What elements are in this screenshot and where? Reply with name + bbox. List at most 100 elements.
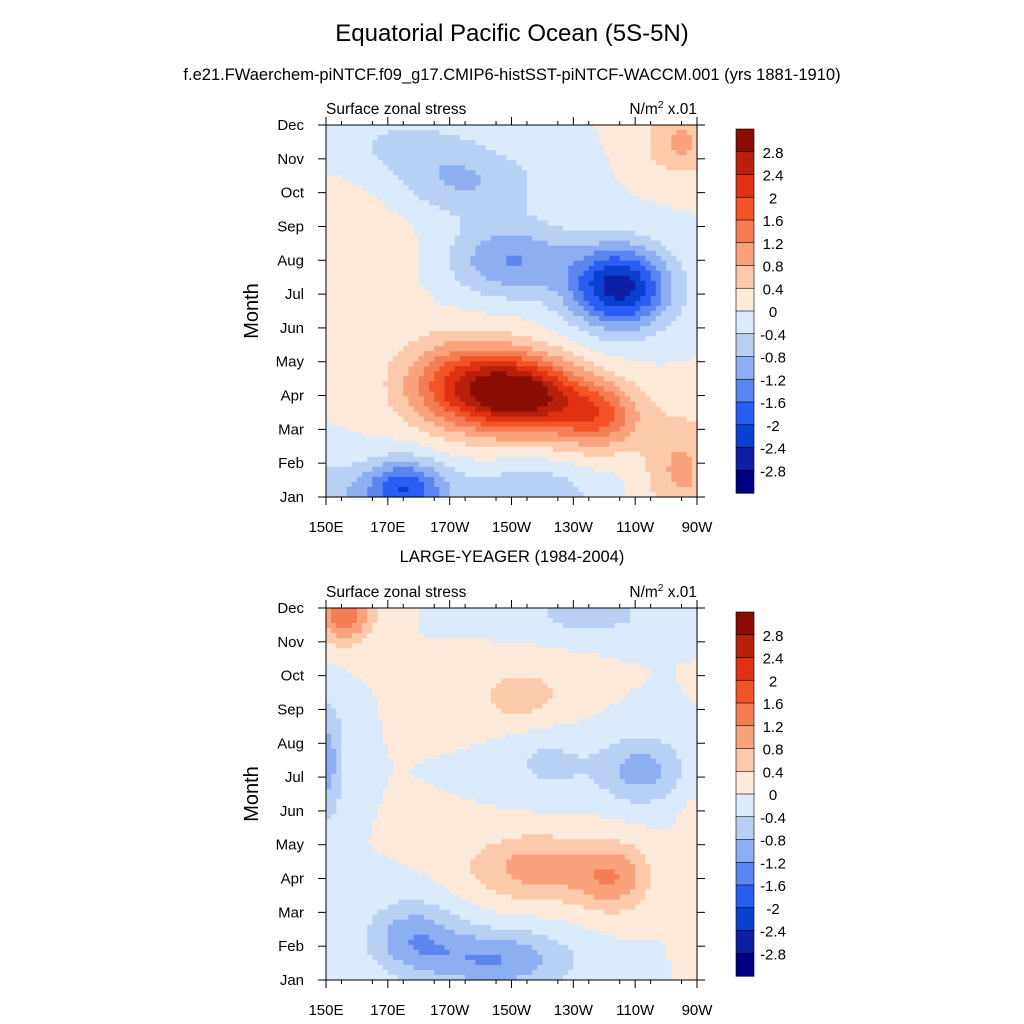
- contour-cell: [403, 386, 420, 393]
- y-tick-label: Aug: [277, 735, 304, 752]
- contour-cell: [496, 889, 585, 896]
- contour-cell: [459, 230, 636, 237]
- contour-cell: [429, 381, 446, 388]
- contour-cell: [326, 944, 368, 951]
- contour-cell: [367, 929, 389, 936]
- contour-cell: [599, 391, 616, 398]
- contour-cell: [326, 406, 394, 413]
- contour-cell: [686, 693, 698, 700]
- contour-cell: [434, 376, 446, 382]
- contour-cell: [526, 205, 672, 212]
- contour-cell: [671, 275, 688, 282]
- y-tick-label: Jan: [280, 972, 304, 989]
- contour-cell: [635, 280, 647, 287]
- contour-cell: [444, 924, 492, 931]
- contour-cell: [671, 824, 698, 830]
- contour-cell: [655, 305, 667, 312]
- contour-cell: [614, 391, 626, 398]
- x-tick-label: 90W: [682, 1002, 714, 1019]
- colorbar-label: 1.6: [763, 213, 784, 230]
- contour-cell: [362, 623, 373, 629]
- contour-cell: [604, 311, 636, 317]
- contour-cell: [449, 949, 538, 956]
- units-scale: x.01: [663, 101, 697, 118]
- contour-cell: [526, 351, 549, 357]
- contour-cell: [568, 275, 580, 282]
- contour-cell: [666, 794, 698, 800]
- contour-cell: [645, 265, 657, 272]
- contour-cell: [593, 381, 616, 388]
- contour-cell: [635, 879, 652, 886]
- contour-cell: [552, 693, 626, 700]
- contour-cell: [459, 406, 477, 413]
- contour-cell: [619, 426, 636, 433]
- contour-cell: [573, 481, 626, 488]
- contour-cell: [408, 220, 461, 227]
- contour-cell: [444, 476, 569, 483]
- contour-cell: [439, 300, 544, 307]
- contour-cell: [511, 874, 595, 881]
- contour-cell: [413, 763, 528, 770]
- contour-cell: [516, 366, 538, 372]
- contour-cell: [624, 491, 657, 498]
- contour-cell: [681, 773, 698, 780]
- colorbar-box: [735, 907, 755, 932]
- panel-2: Jan Feb Mar Apr May Jun Jul Aug Sep Oct Nov Dec 150E…: [241, 583, 786, 1019]
- contour-cell: [439, 401, 451, 408]
- contour-cell: [599, 879, 616, 886]
- units-scale: x.01: [663, 584, 697, 601]
- contour-cell: [552, 618, 631, 624]
- contour-cell: [326, 693, 373, 700]
- contour-cell: [326, 653, 600, 659]
- contour-cell: [640, 683, 683, 690]
- contour-cell: [619, 698, 693, 705]
- contour-cell: [681, 688, 698, 695]
- contour-cell: [671, 471, 693, 478]
- contour-cell: [470, 859, 507, 865]
- y-tick-label: May: [276, 837, 305, 854]
- contour-cell: [573, 371, 595, 377]
- contour-cell: [326, 974, 399, 981]
- contour-cell: [640, 295, 652, 302]
- contour-cell: [650, 486, 698, 493]
- contour-cell: [341, 733, 384, 740]
- contour-cell: [408, 939, 435, 946]
- contour-cell: [660, 768, 683, 775]
- contour-cell: [532, 376, 544, 382]
- contour-cell: [429, 874, 477, 881]
- contour-cell: [326, 336, 420, 342]
- contour-cell: [655, 361, 667, 367]
- colorbar-box: [735, 287, 755, 312]
- contour-cell: [604, 150, 652, 156]
- contour-cell: [387, 376, 404, 382]
- contour-cell: [671, 476, 693, 483]
- contour-cell: [573, 426, 600, 433]
- contour-cell: [434, 939, 518, 946]
- x-tick-label: 130W: [554, 1002, 594, 1019]
- contour-cell: [650, 260, 667, 267]
- contour-cell: [650, 135, 672, 141]
- contour-cell: [624, 406, 636, 413]
- contour-cell: [382, 799, 477, 805]
- contour-cell: [413, 230, 461, 237]
- contour-cell: [542, 356, 564, 362]
- contour-cell: [475, 934, 549, 941]
- contour-cell: [418, 411, 435, 418]
- contour-cell: [434, 396, 446, 403]
- contour-cell: [408, 486, 425, 493]
- colorbar-label: -1.6: [760, 395, 786, 412]
- contour-cell: [444, 396, 461, 403]
- contour-cell: [408, 421, 435, 428]
- contour-cell: [326, 421, 332, 428]
- y-tick-label: Oct: [281, 185, 305, 202]
- contour-cell: [599, 135, 652, 141]
- contour-cell: [666, 326, 698, 332]
- contour-cell: [382, 718, 580, 725]
- contour-cell: [624, 416, 641, 423]
- contour-cell: [418, 270, 456, 277]
- contour-cell: [614, 381, 636, 388]
- contour-cell: [650, 481, 677, 488]
- colorbar-label: 0.8: [763, 259, 784, 276]
- contour-cell: [671, 461, 693, 468]
- contour-cell: [609, 743, 672, 750]
